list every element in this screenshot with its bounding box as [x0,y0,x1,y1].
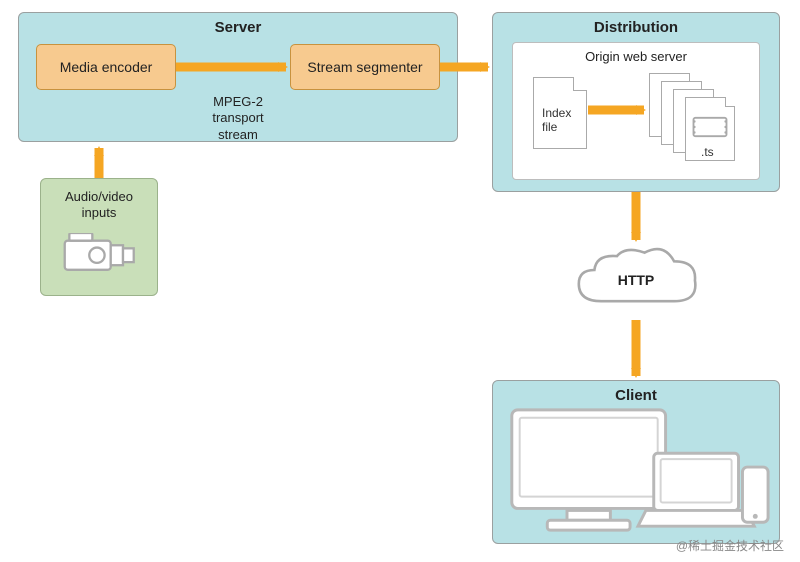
flow-arrows [0,0,800,562]
watermark-text: @稀土掘金技术社区 [676,537,784,554]
hls-architecture-diagram: Server Distribution Client Audio/videoin… [0,0,800,562]
